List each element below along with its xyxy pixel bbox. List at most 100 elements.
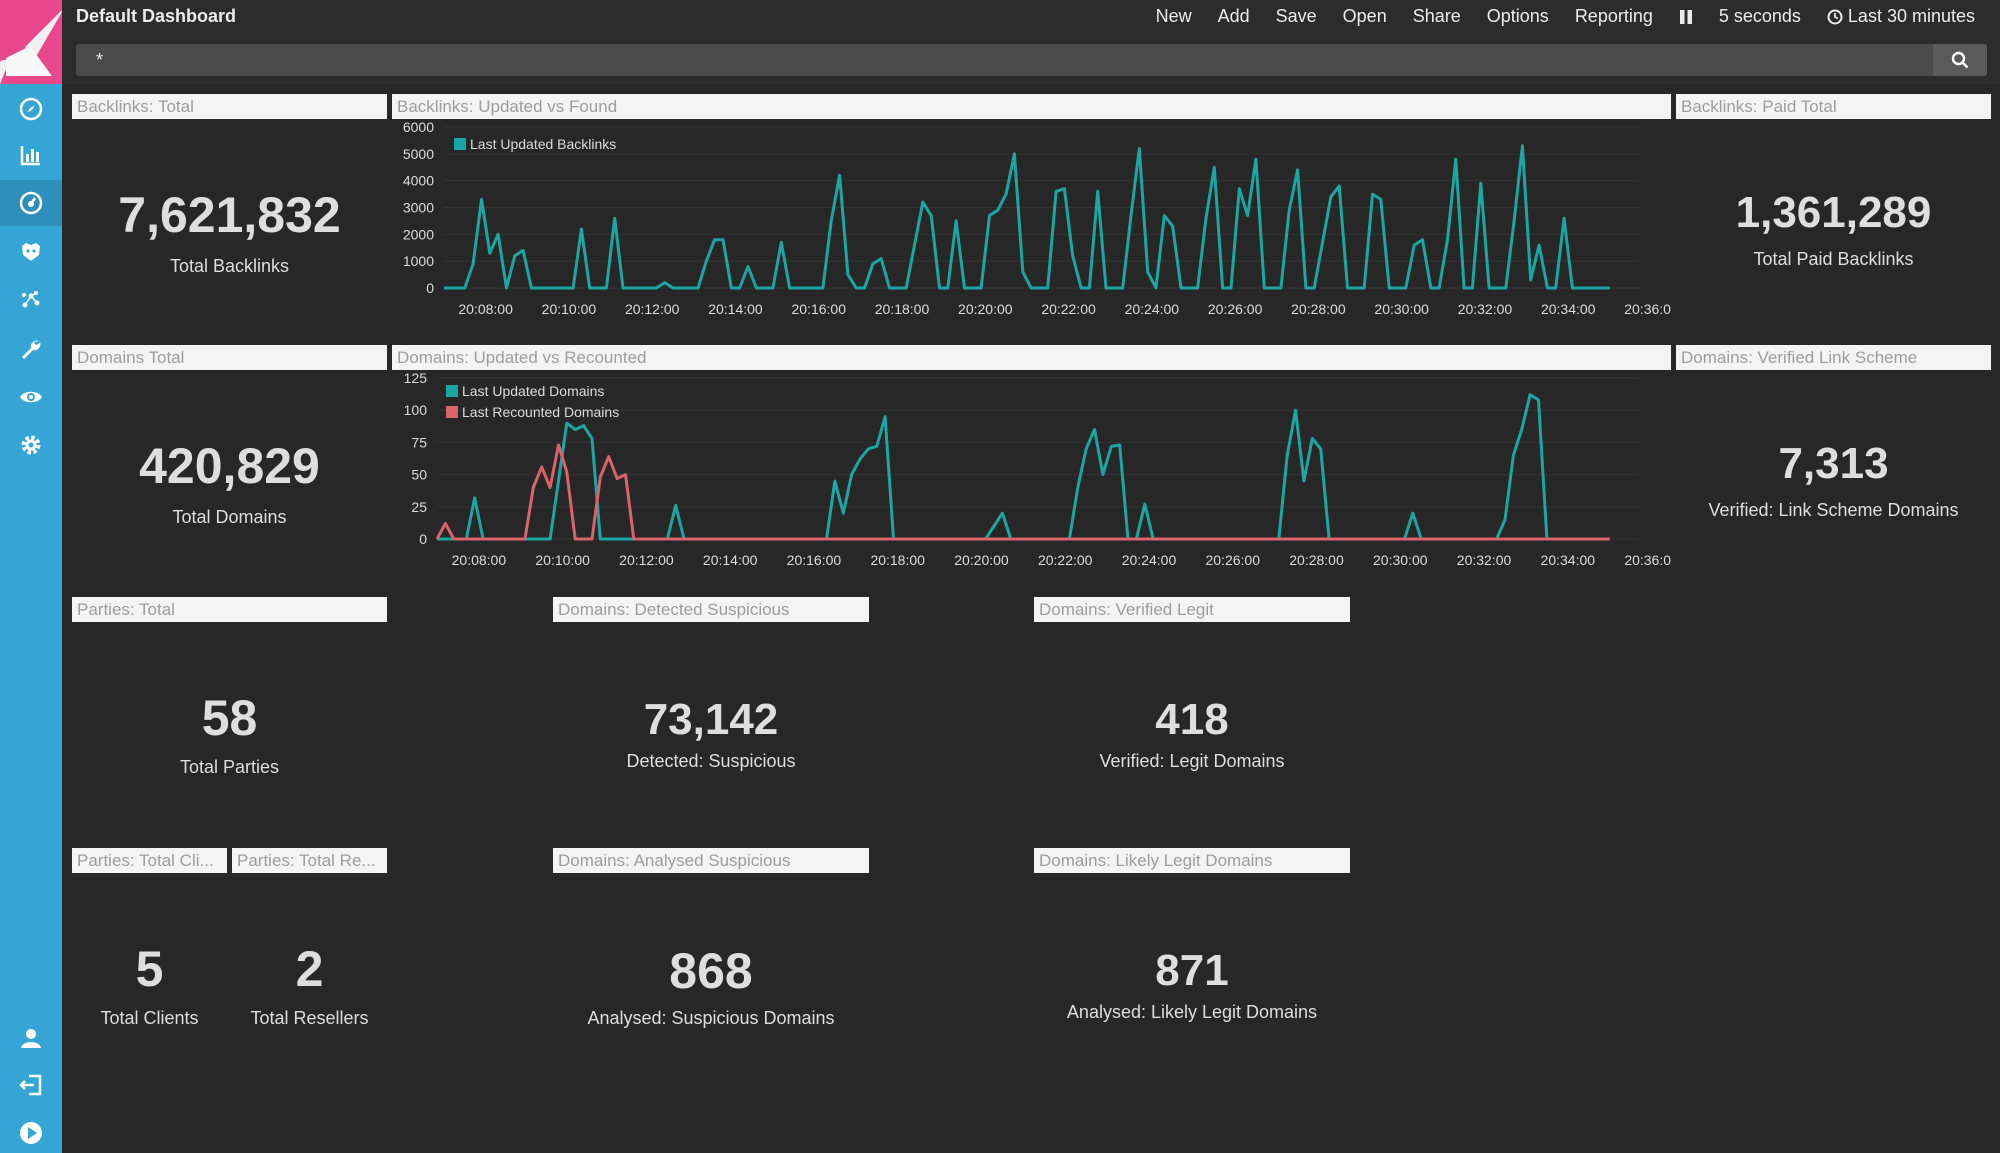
panel-domains-legit: Domains: Verified Legit 418 Verified: Le…	[1034, 597, 1350, 837]
panel-backlinks-updated: Backlinks: Updated vs Found 0 1000 2000 300…	[392, 94, 1671, 334]
x-tick-label: 20:32:00	[1457, 552, 1512, 568]
metric-label: Total Resellers	[250, 1008, 369, 1028]
search-icon	[1951, 51, 1969, 69]
panel-backlinks-total: Backlinks: Total 7,621,832 Total Backlin…	[72, 94, 387, 334]
metric-label: Detected: Suspicious	[626, 751, 796, 771]
metric-value: 73,142	[643, 695, 779, 744]
x-tick-label: 20:14:00	[708, 301, 763, 317]
metric-value: 868	[669, 943, 753, 999]
refresh-interval[interactable]: 5 seconds	[1718, 6, 1801, 26]
panel-title: Backlinks: Paid Total	[1676, 94, 1991, 119]
search-input[interactable]	[76, 44, 1933, 76]
x-tick-label: 20:34:00	[1541, 301, 1596, 317]
panel-title: Backlinks: Total	[72, 94, 387, 119]
panel-domains-total: Domains Total 420,829 Total Domains	[72, 345, 387, 585]
x-tick-label: 20:18:00	[875, 301, 930, 317]
open-button[interactable]: Open	[1342, 6, 1387, 26]
metric-label: Analysed: Suspicious Domains	[587, 1008, 835, 1028]
metric-label: Total Paid Backlinks	[1753, 249, 1914, 269]
metric-value: 418	[1155, 695, 1229, 744]
x-tick-label: 20:10:00	[542, 301, 597, 317]
panel-parties-total: Parties: Total 58 Total Parties	[72, 597, 387, 837]
search-button[interactable]	[1933, 44, 1987, 76]
metric-label: Total Backlinks	[169, 256, 290, 276]
x-tick-label: 20:14:00	[703, 552, 758, 568]
metric-value: 871	[1155, 946, 1229, 995]
legend-label[interactable]: Last Recounted Domains	[462, 404, 619, 420]
add-button[interactable]: Add	[1217, 6, 1250, 26]
logout-icon[interactable]	[0, 1062, 62, 1108]
panel-title: Domains: Updated vs Recounted	[392, 345, 1671, 370]
panel-title: Domains: Likely Legit Domains	[1034, 848, 1350, 873]
x-tick-label: 20:32:00	[1458, 301, 1513, 317]
x-tick-label: 20:18:00	[870, 552, 925, 568]
y-tick-label: 6000	[403, 119, 434, 135]
panel-title: Backlinks: Updated vs Found	[392, 94, 1671, 119]
y-tick-label: 0	[419, 531, 427, 547]
y-tick-label: 5000	[403, 146, 434, 162]
legend-swatch[interactable]	[454, 138, 466, 150]
x-tick-label: 20:28:00	[1289, 552, 1344, 568]
x-tick-label: 20:12:00	[619, 552, 674, 568]
panel-title: Domains: Verified Legit	[1034, 597, 1350, 622]
legend-swatch[interactable]	[446, 406, 458, 418]
time-range-label: Last 30 minutes	[1847, 6, 1975, 26]
x-tick-label: 20:20:00	[954, 552, 1009, 568]
sidebar	[0, 0, 62, 1153]
metric-value: 5	[135, 941, 164, 997]
y-tick-label: 2000	[403, 226, 434, 242]
metric-label: Total Parties	[179, 757, 280, 777]
x-tick-label: 20:08:00	[452, 552, 507, 568]
legend-label[interactable]: Last Updated Domains	[462, 383, 604, 399]
top-nav: Default Dashboard New Add Save Open Shar…	[62, 0, 2000, 36]
x-tick-label: 20:22:00	[1038, 552, 1093, 568]
panel-domains-link-scheme: Domains: Verified Link Scheme 7,313 Veri…	[1676, 345, 1991, 585]
y-tick-label: 1000	[403, 253, 434, 269]
panel-parties-clients: Parties: Total Cli... 5 Total Clients	[72, 848, 227, 1088]
legend-label[interactable]: Last Updated Backlinks	[470, 136, 616, 152]
clock-icon	[1827, 9, 1843, 24]
time-picker[interactable]: Last 30 minutes	[1814, 6, 1988, 27]
y-tick-label: 75	[411, 434, 427, 450]
metric-value: 1,361,289	[1735, 188, 1932, 237]
metric-label: Analysed: Likely Legit Domains	[1066, 1002, 1318, 1022]
y-tick-label: 3000	[403, 200, 434, 216]
timelion-icon[interactable]	[0, 229, 62, 275]
y-tick-label: 25	[411, 499, 427, 515]
x-tick-label: 20:20:00	[958, 301, 1013, 317]
save-button[interactable]: Save	[1275, 6, 1317, 26]
y-tick-label: 4000	[403, 173, 434, 189]
x-tick-label: 20:10:00	[535, 552, 590, 568]
panel-title: Domains: Verified Link Scheme	[1676, 345, 1991, 370]
x-tick-label: 20:26:00	[1205, 552, 1260, 568]
metric-value: 7,313	[1778, 439, 1889, 488]
legend-swatch[interactable]	[446, 385, 458, 397]
pause-button[interactable]	[1666, 6, 1706, 27]
x-tick-label: 20:22:00	[1041, 301, 1096, 317]
dashboard-icon[interactable]	[0, 180, 62, 226]
metric-label: Total Clients	[100, 1008, 199, 1028]
user-icon[interactable]	[0, 1015, 62, 1061]
management-icon[interactable]	[0, 422, 62, 468]
share-button[interactable]: Share	[1412, 6, 1461, 26]
reporting-button[interactable]: Reporting	[1574, 6, 1653, 26]
discover-icon[interactable]	[0, 86, 62, 132]
y-tick-label: 50	[411, 467, 427, 483]
options-button[interactable]: Options	[1486, 6, 1549, 26]
panel-title: Domains: Detected Suspicious	[553, 597, 869, 622]
top-menu: New Add Save Open Share Options Reportin…	[1143, 6, 1988, 27]
panel-title: Parties: Total Re...	[232, 848, 387, 873]
x-tick-label: 20:26:00	[1208, 301, 1263, 317]
query-bar	[62, 36, 2000, 84]
dev-tools-icon[interactable]	[0, 326, 62, 372]
monitoring-icon[interactable]	[0, 374, 62, 420]
collapse-icon[interactable]	[0, 1110, 62, 1153]
graph-icon[interactable]	[0, 277, 62, 323]
panel-parties-resellers: Parties: Total Re... 2 Total Resellers	[232, 848, 387, 1088]
kibana-logo[interactable]	[0, 0, 62, 84]
x-tick-label: 20:30:00	[1374, 301, 1429, 317]
new-button[interactable]: New	[1155, 6, 1192, 26]
metric-value: 420,829	[139, 438, 320, 494]
visualize-icon[interactable]	[0, 132, 62, 178]
panel-title: Parties: Total Cli...	[72, 848, 227, 873]
